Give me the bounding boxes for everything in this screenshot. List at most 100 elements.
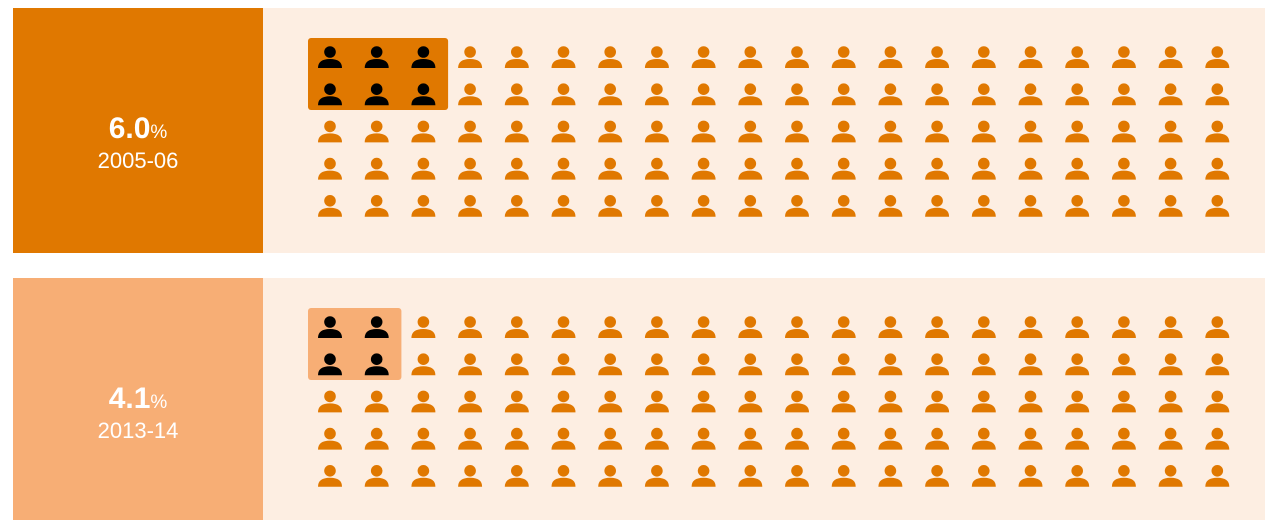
icon-body [318, 170, 342, 180]
icon-body [971, 207, 996, 217]
icon-head [978, 353, 990, 366]
icon-head [1211, 46, 1224, 58]
icon-body [1205, 329, 1230, 338]
icon-head [1118, 46, 1130, 58]
person-icon [598, 157, 623, 180]
icon-body [458, 329, 483, 338]
icon-body [691, 477, 716, 487]
icon-head [931, 46, 943, 58]
icon-head [884, 120, 897, 133]
icon-head [511, 353, 523, 366]
icon-body [644, 477, 669, 487]
icon-head [837, 157, 850, 170]
person-icon [1158, 427, 1183, 450]
icon-body [458, 207, 483, 217]
icon-body [598, 366, 623, 376]
value-number: 6.0 [109, 112, 151, 145]
person-icon [411, 353, 436, 376]
icon-head [791, 157, 803, 170]
icon-head [417, 46, 430, 58]
icon-head [464, 427, 476, 440]
icon-body [878, 96, 903, 106]
person-icon [598, 427, 623, 450]
period-label: 2005-06 [98, 148, 179, 173]
icon-head [1071, 120, 1083, 133]
icon-head [744, 46, 757, 58]
person-icon [598, 120, 623, 143]
icon-body [504, 59, 529, 68]
icon-body [364, 207, 389, 217]
person-icon [1111, 120, 1136, 143]
person-icon [504, 390, 529, 413]
icon-body [411, 207, 436, 217]
person-icon [691, 157, 716, 180]
person-icon [1111, 427, 1136, 450]
icon-head [1071, 316, 1083, 328]
icon-head [1118, 83, 1130, 95]
icon-body [878, 477, 903, 487]
person-icon [691, 316, 716, 338]
person-icon [691, 120, 716, 143]
person-icon [1158, 157, 1183, 180]
icon-head [1164, 427, 1177, 440]
person-icon [1018, 83, 1043, 106]
icon-body [598, 403, 623, 413]
icon-head [651, 157, 663, 170]
icon-head [1118, 157, 1130, 170]
icon-body [831, 59, 856, 68]
icon-head [884, 427, 897, 440]
icon-head [1071, 83, 1083, 95]
icon-head [417, 120, 430, 133]
icon-body [598, 207, 623, 217]
icon-head [884, 390, 897, 403]
icon-head [370, 83, 383, 95]
icon-body [504, 440, 529, 450]
person-icon [925, 465, 950, 487]
panel: 6.0% 2005-06 [13, 8, 1265, 253]
icon-body [1158, 170, 1183, 180]
person-icon [831, 83, 856, 106]
person-icon [1018, 427, 1043, 450]
person-icon [364, 353, 389, 376]
person-icon [1158, 465, 1183, 487]
person-icon [1111, 390, 1136, 413]
icon-body [411, 59, 436, 68]
person-icon [971, 390, 996, 413]
person-icon [644, 195, 669, 217]
icon-head [1164, 316, 1177, 328]
icon-body [598, 133, 623, 143]
icon-head [370, 390, 383, 403]
icon-head [324, 465, 336, 477]
person-icon [1158, 83, 1183, 106]
icon-head [511, 465, 523, 477]
icon-head [651, 120, 663, 133]
icon-body [1018, 207, 1043, 217]
icon-body [1111, 403, 1136, 413]
person-icon [971, 157, 996, 180]
person-icon [1018, 353, 1043, 376]
person-icon [878, 157, 903, 180]
icon-body [925, 477, 950, 487]
icon-head [557, 83, 570, 95]
person-icon [925, 46, 950, 68]
icon-head [557, 316, 570, 328]
icon-head [791, 390, 803, 403]
icon-head [417, 465, 430, 477]
icon-body [738, 96, 763, 106]
icon-body [878, 403, 903, 413]
icon-body [458, 366, 483, 376]
person-icon [504, 157, 529, 180]
person-icon [971, 353, 996, 376]
icon-body [364, 440, 389, 450]
icon-head [417, 353, 430, 366]
icon-body [878, 170, 903, 180]
icon-body [1065, 133, 1090, 143]
icon-head [791, 465, 803, 477]
icon-body [878, 207, 903, 217]
icon-head [884, 353, 897, 366]
person-icon [318, 120, 342, 143]
person-icon [504, 83, 529, 106]
icon-body [551, 366, 576, 376]
icon-body [785, 59, 809, 68]
icon-body [1018, 440, 1043, 450]
